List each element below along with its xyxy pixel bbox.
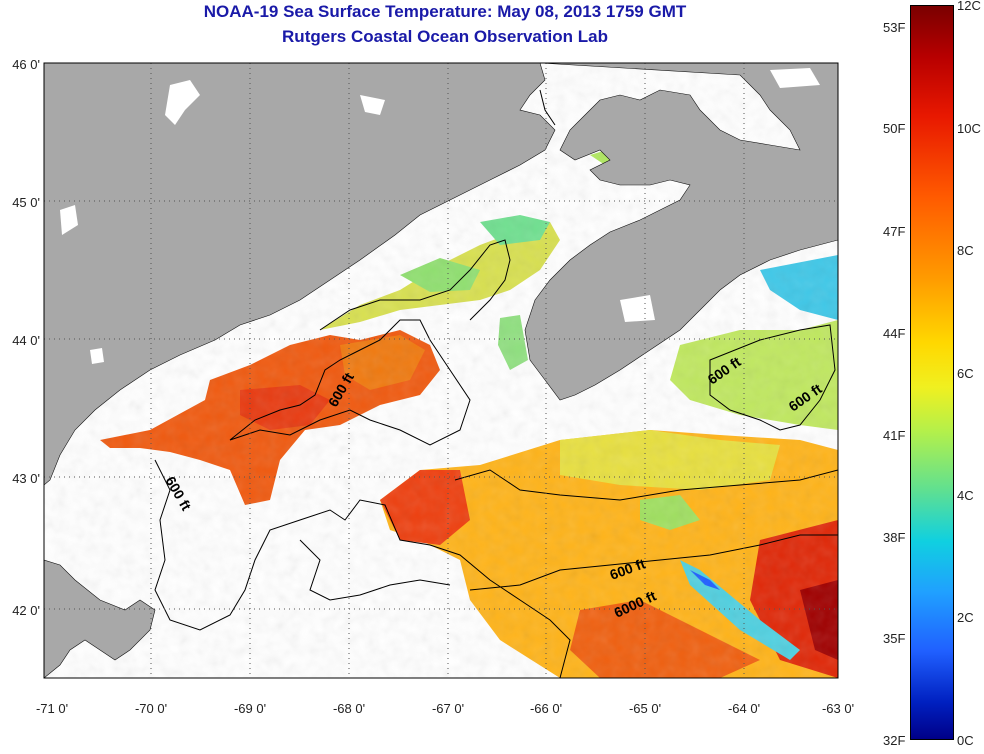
lon-label: -65 0' <box>629 701 661 716</box>
map-subtitle: Rutgers Coastal Ocean Observation Lab <box>282 27 608 46</box>
map-frame <box>43 62 839 679</box>
land <box>44 63 838 678</box>
colorbar-label-c: 6C <box>957 366 974 381</box>
lon-label: -66 0' <box>530 701 562 716</box>
lat-label: 42 0' <box>12 603 40 618</box>
lat-label: 45 0' <box>12 195 40 210</box>
land-new-england <box>44 63 556 486</box>
lon-label: -68 0' <box>333 701 365 716</box>
lat-label: 46 0' <box>12 57 40 72</box>
longitude-labels: -71 0' -70 0' -69 0' -68 0' -67 0' -66 0… <box>36 701 854 716</box>
colorbar-label-f: 32F <box>883 733 906 748</box>
lon-label: -67 0' <box>432 701 464 716</box>
latitude-labels: 46 0' 45 0' 44 0' 43 0' 42 0' <box>12 57 40 618</box>
bathymetry-contours <box>154 89 838 678</box>
lon-label: -69 0' <box>234 701 266 716</box>
colorbar-label-c: 10C <box>957 121 981 136</box>
colorbar-label-f: 38F <box>883 530 906 545</box>
colorbar-label-f: 44F <box>883 326 906 341</box>
colorbar-label-c: 2C <box>957 610 974 625</box>
lon-label: -63 0' <box>822 701 854 716</box>
colorbar-label-c: 0C <box>957 733 974 748</box>
lon-label: -71 0' <box>36 701 68 716</box>
lat-label: 43 0' <box>12 471 40 486</box>
lon-label: -64 0' <box>728 701 760 716</box>
map-title: NOAA-19 Sea Surface Temperature: May 08,… <box>203 2 687 21</box>
land-cape-cod <box>44 559 156 678</box>
colorbar-label-f: 41F <box>883 428 906 443</box>
colorbar-label-f: 47F <box>883 224 906 239</box>
colorbar-label-c: 12C <box>957 0 981 13</box>
colorbar-label-c: 8C <box>957 243 974 258</box>
land-nova-scotia <box>524 63 838 401</box>
lakes <box>60 68 820 364</box>
lon-label: -70 0' <box>135 701 167 716</box>
colorbar-label-f: 50F <box>883 121 906 136</box>
colorbar-label-f: 35F <box>883 631 906 646</box>
colorbar-label-c: 4C <box>957 488 974 503</box>
colorbar <box>910 5 954 740</box>
colorbar-label-f: 53F <box>883 20 906 35</box>
lat-label: 44 0' <box>12 333 40 348</box>
